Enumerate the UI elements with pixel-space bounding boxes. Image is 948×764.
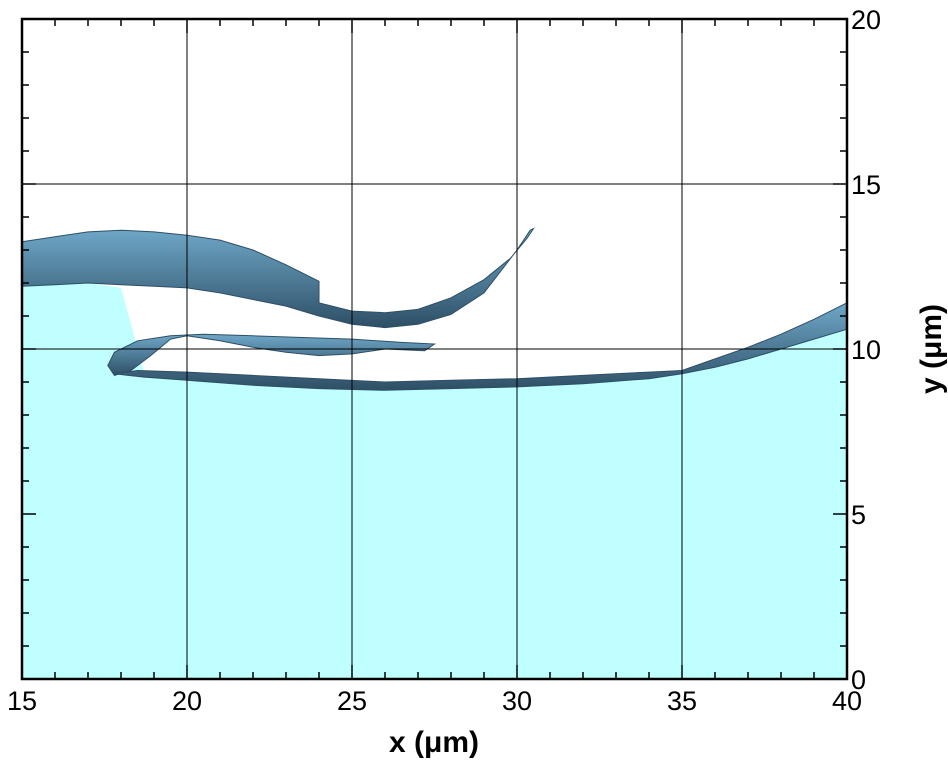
x-tick-label: 35 [667,686,697,716]
plot-area [22,227,847,679]
interface-surface-1 [22,227,535,329]
interface-surface-2 [107,333,437,376]
y-tick-label: 0 [851,665,866,695]
x-axis-title: x (μm) [389,726,479,759]
interface-surface-3 [114,302,847,391]
y-tick-label: 15 [851,170,881,200]
axis-ticks [21,18,848,680]
y-tick-label: 5 [851,500,866,530]
liquid-region-0 [22,283,847,679]
x-tick-label: 25 [337,686,367,716]
x-tick-label: 40 [832,686,862,716]
x-tick-label: 15 [7,686,37,716]
x-tick-label: 30 [502,686,532,716]
y-tick-label: 10 [851,335,881,365]
y-axis-title: y (μm) [915,304,948,394]
grid-lines [22,19,847,679]
tick-labels: 15 20 25 30 35 400 5 10 15 20 [7,5,881,716]
y-tick-label: 20 [851,5,881,35]
x-tick-label: 20 [172,686,202,716]
